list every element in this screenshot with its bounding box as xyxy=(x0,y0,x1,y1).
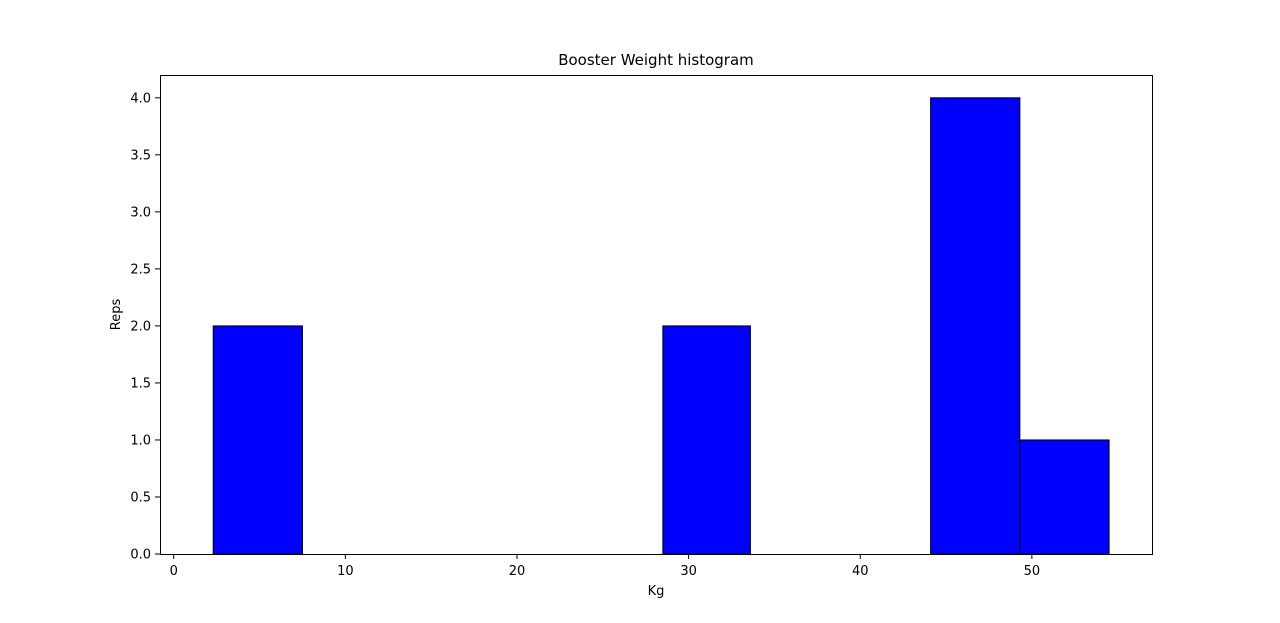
histogram-bar xyxy=(930,97,1021,555)
x-tick-label: 0 xyxy=(170,564,178,579)
x-tick-label: 50 xyxy=(1024,564,1041,579)
x-tick-label: 40 xyxy=(852,564,869,579)
y-tick-label: 3.5 xyxy=(130,148,151,163)
y-tick-label: 4.0 xyxy=(130,91,151,106)
x-axis-label: Kg xyxy=(648,584,665,599)
histogram-bar xyxy=(662,325,751,555)
axes-frame xyxy=(160,75,1153,555)
y-tick-label: 0.0 xyxy=(130,548,151,563)
y-tick-label: 3.0 xyxy=(130,205,151,220)
x-tick-label: 20 xyxy=(509,564,526,579)
y-tick-label: 1.0 xyxy=(130,433,151,448)
y-tick-label: 0.5 xyxy=(130,490,151,505)
histogram-bar xyxy=(212,325,303,555)
x-tick-label: 10 xyxy=(337,564,354,579)
y-tick-label: 2.5 xyxy=(130,262,151,277)
chart-title: Booster Weight histogram xyxy=(558,51,754,69)
histogram-bar xyxy=(1019,439,1110,555)
x-tick-label: 30 xyxy=(680,564,697,579)
y-tick-label: 1.5 xyxy=(130,376,151,391)
y-axis-label: Reps xyxy=(109,299,124,331)
y-tick-label: 2.0 xyxy=(130,319,151,334)
